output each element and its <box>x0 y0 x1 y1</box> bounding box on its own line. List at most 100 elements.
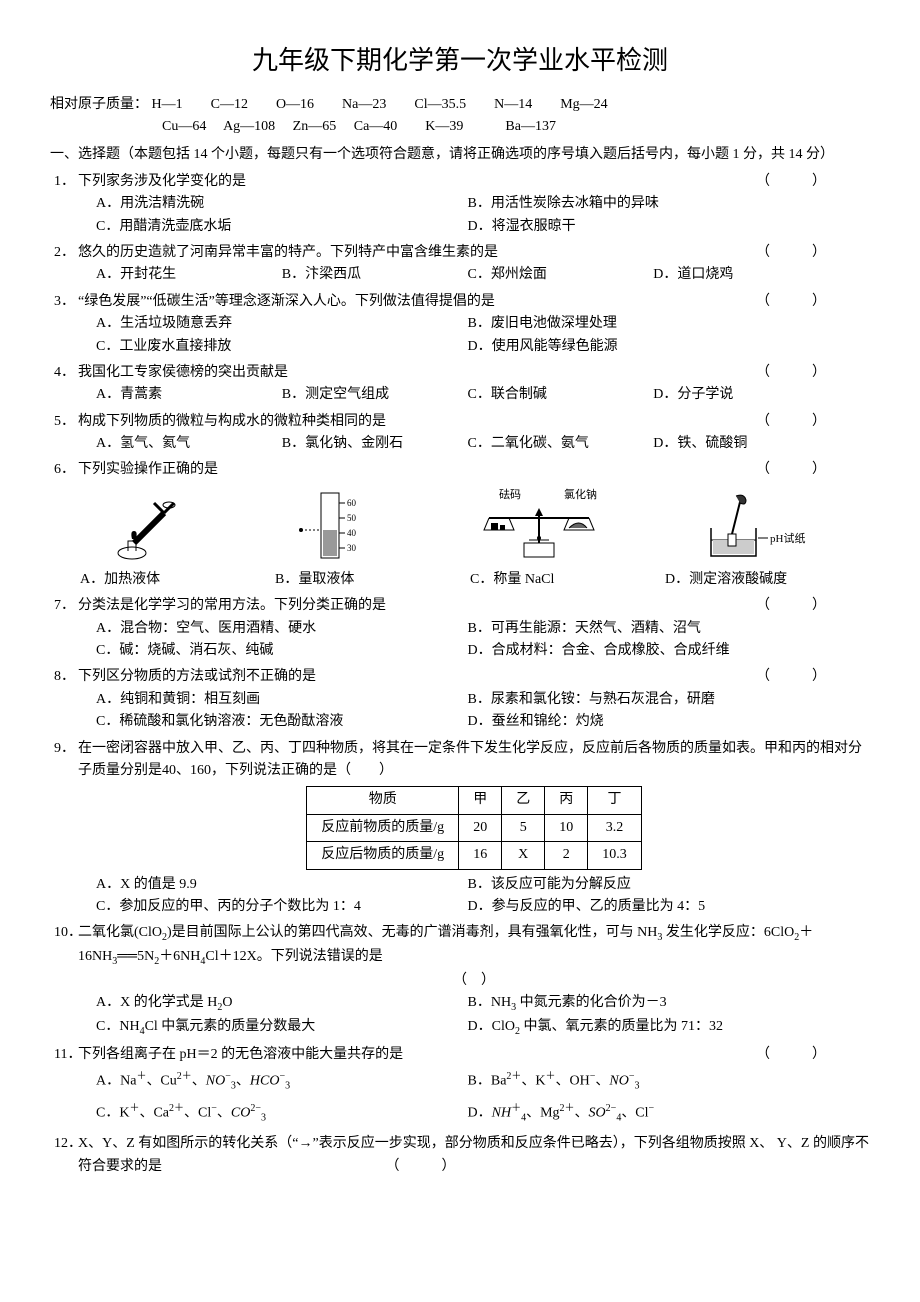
q3-opt-c: C．工业废水直接排放 <box>96 336 468 358</box>
cell: 3.2 <box>588 814 642 841</box>
q11-opt-d: D．NH＋4、Mg2＋、SO2−4、Cl− <box>468 1098 840 1129</box>
cell: 5 <box>502 814 545 841</box>
table-row: 反应前物质的质量/g 20 5 10 3.2 <box>307 814 641 841</box>
cell: X <box>502 842 545 869</box>
q9-opt-c: C．参加反应的甲、丙的分子个数比为 1：4 <box>96 896 468 918</box>
q11-options: A．Na＋、Cu2＋、NO−3、HCO−3 B．Ba2＋、K＋、OH−、NO−3… <box>96 1066 870 1129</box>
q7-opt-b: B．可再生能源：天然气、酒精、沼气 <box>468 618 840 640</box>
q4-opt-d: D．分子学说 <box>653 384 839 406</box>
q2-options: A．开封花生 B．汴梁西瓜 C．郑州烩面 D．道口烧鸡 <box>96 264 870 286</box>
q12-paren: （ ） <box>386 1159 470 1174</box>
q10-opt-d: D．ClO2 中氯、氧元素的质量比为 71：32 <box>468 1016 840 1040</box>
q5-options: A．氢气、氦气 B．氯化钠、金刚石 C．二氧化碳、氨气 D．铁、硫酸铜 <box>96 433 870 455</box>
q10-opt-c: C．NH4Cl 中氯元素的质量分数最大 <box>96 1016 468 1040</box>
atomic-mass-block: 相对原子质量： H—1 C—12 O—16 Na—23 Cl—35.5 N—14… <box>50 94 870 139</box>
row1-label: 反应前物质的质量/g <box>307 814 459 841</box>
svg-text:40: 40 <box>347 528 357 538</box>
th-d: 丁 <box>588 787 642 814</box>
q10-text: 二氧化氯(ClO2)是目前国际上公认的第四代高效、无毒的广谱消毒剂，具有强氧化性… <box>78 925 813 964</box>
q6-paren: （ ） <box>756 459 840 481</box>
q6-diagrams: 60 50 40 30 砝码 氯化钠 <box>70 488 850 563</box>
svg-text:30: 30 <box>347 543 357 553</box>
ph-paper-label: pH试纸 <box>770 532 805 545</box>
q4-options: A．青蒿素 B．测定空气组成 C．联合制碱 D．分子学说 <box>96 384 870 406</box>
q1-num: 1． <box>54 171 75 193</box>
cell: 10 <box>545 814 588 841</box>
q5-text: 构成下列物质的微粒与构成水的微粒种类相同的是 <box>78 414 386 429</box>
q4-paren: （ ） <box>756 362 840 384</box>
q6-opt-d: D．测定溶液酸碱度 <box>655 569 850 591</box>
q5-opt-a: A．氢气、氦气 <box>96 433 282 455</box>
q6-opt-b: B．量取液体 <box>265 569 460 591</box>
q1-opt-b: B．用活性炭除去冰箱中的异味 <box>468 193 840 215</box>
q12-text: X、Y、Z 有如图所示的转化关系（“→”表示反应一步实现，部分物质和反应条件已略… <box>78 1136 869 1173</box>
q6-num: 6． <box>54 459 75 481</box>
q2-num: 2． <box>54 242 75 264</box>
atomic-mass-line1: H—1 C—12 O—16 Na—23 Cl—35.5 N—14 Mg—24 <box>152 97 608 112</box>
q8-options: A．纯铜和黄铜：相互刻画 B．尿素和氯化铵：与熟石灰混合，研磨 C．稀硫酸和氯化… <box>96 689 870 734</box>
question-10: 10． 二氧化氯(ClO2)是目前国际上公认的第四代高效、无毒的广谱消毒剂，具有… <box>78 922 870 1040</box>
q6-opt-c: C．称量 NaCl <box>460 569 655 591</box>
q6-diagram-a <box>114 493 204 563</box>
q9-options: A．X 的值是 9.9 B．该反应可能为分解反应 C．参加反应的甲、丙的分子个数… <box>96 874 870 919</box>
q2-opt-c: C．郑州烩面 <box>468 264 654 286</box>
q1-options: A．用洗洁精洗碗 B．用活性炭除去冰箱中的异味 C．用醋清洗壶底水垢 D．将湿衣… <box>96 193 870 238</box>
q2-text: 悠久的历史造就了河南异常丰富的特产。下列特产中富含维生素的是 <box>78 245 498 260</box>
q8-opt-c: C．稀硫酸和氯化钠溶液：无色酚酞溶液 <box>96 711 468 733</box>
q9-opt-b: B．该反应可能为分解反应 <box>468 874 840 896</box>
q10-opt-b: B．NH3 中氮元素的化合价为－3 <box>468 992 840 1016</box>
q6-opt-a: A．加热液体 <box>70 569 265 591</box>
q3-options: A．生活垃圾随意丢弃 B．废旧电池做深埋处理 C．工业废水直接排放 D．使用风能… <box>96 313 870 358</box>
th-c: 丙 <box>545 787 588 814</box>
question-5: 5． 构成下列物质的微粒与构成水的微粒种类相同的是 （ ） A．氢气、氦气 B．… <box>78 411 870 456</box>
q9-num: 9． <box>54 738 75 760</box>
question-3: 3． “绿色发展”“低碳生活”等理念逐渐深入人心。下列做法值得提倡的是 （ ） … <box>78 291 870 358</box>
q10-options: A．X 的化学式是 H2O B．NH3 中氮元素的化合价为－3 C．NH4Cl … <box>96 992 870 1040</box>
cell: 10.3 <box>588 842 642 869</box>
weights-label: 砝码 <box>499 488 521 501</box>
q10-paren: （ ） <box>78 970 870 992</box>
q7-opt-a: A．混合物：空气、医用酒精、硬水 <box>96 618 468 640</box>
question-2: 2． 悠久的历史造就了河南异常丰富的特产。下列特产中富含维生素的是 （ ） A．… <box>78 242 870 287</box>
question-6: 6． 下列实验操作正确的是 （ ） <box>78 459 870 481</box>
q8-num: 8． <box>54 666 75 688</box>
q7-text: 分类法是化学学习的常用方法。下列分类正确的是 <box>78 598 386 613</box>
cell: 16 <box>459 842 502 869</box>
q5-paren: （ ） <box>756 411 840 433</box>
q3-num: 3． <box>54 291 75 313</box>
q2-paren: （ ） <box>756 242 840 264</box>
q3-text: “绿色发展”“低碳生活”等理念逐渐深入人心。下列做法值得提倡的是 <box>78 294 495 309</box>
q3-paren: （ ） <box>756 291 840 313</box>
section-1-heading: 一、选择题（本题包括 14 个小题，每题只有一个选项符合题意，请将正确选项的序号… <box>50 144 870 166</box>
q4-text: 我国化工专家侯德榜的突出贡献是 <box>78 365 288 380</box>
cell: 2 <box>545 842 588 869</box>
q6-text: 下列实验操作正确的是 <box>78 462 218 477</box>
q1-opt-a: A．用洗洁精洗碗 <box>96 193 468 215</box>
q8-paren: （ ） <box>756 666 840 688</box>
q7-opt-d: D．合成材料：合金、合成橡胶、合成纤维 <box>468 640 840 662</box>
q4-num: 4． <box>54 362 75 384</box>
q3-opt-d: D．使用风能等绿色能源 <box>468 336 840 358</box>
question-7: 7． 分类法是化学学习的常用方法。下列分类正确的是 （ ） A．混合物：空气、医… <box>78 595 870 662</box>
table-row: 反应后物质的质量/g 16 X 2 10.3 <box>307 842 641 869</box>
question-9: 9． 在一密闭容器中放入甲、乙、丙、丁四种物质，将其在一定条件下发生化学反应，反… <box>78 738 870 919</box>
q11-opt-b: B．Ba2＋、K＋、OH−、NO−3 <box>468 1066 840 1097</box>
svg-text:60: 60 <box>347 498 357 508</box>
q7-opt-c: C．碱：烧碱、消石灰、纯碱 <box>96 640 468 662</box>
q6-diagram-c: 砝码 氯化钠 <box>469 488 609 563</box>
question-12: 12． X、Y、Z 有如图所示的转化关系（“→”表示反应一步实现，部分物质和反应… <box>78 1133 870 1178</box>
row2-label: 反应后物质的质量/g <box>307 842 459 869</box>
q8-opt-d: D．蚕丝和锦纶：灼烧 <box>468 711 840 733</box>
q9-table: 物质 甲 乙 丙 丁 反应前物质的质量/g 20 5 10 3.2 反应后物质的… <box>306 786 641 869</box>
q7-paren: （ ） <box>756 595 840 617</box>
q8-opt-a: A．纯铜和黄铜：相互刻画 <box>96 689 468 711</box>
question-4: 4． 我国化工专家侯德榜的突出贡献是 （ ） A．青蒿素 B．测定空气组成 C．… <box>78 362 870 407</box>
q6-diagram-d: pH试纸 <box>696 488 806 563</box>
q5-opt-d: D．铁、硫酸铜 <box>653 433 839 455</box>
q2-opt-a: A．开封花生 <box>96 264 282 286</box>
q5-num: 5． <box>54 411 75 433</box>
q10-opt-a: A．X 的化学式是 H2O <box>96 992 468 1016</box>
q6-option-labels: A．加热液体 B．量取液体 C．称量 NaCl D．测定溶液酸碱度 <box>70 569 850 591</box>
q6-diagram-b: 60 50 40 30 <box>291 488 381 563</box>
th-substance: 物质 <box>307 787 459 814</box>
